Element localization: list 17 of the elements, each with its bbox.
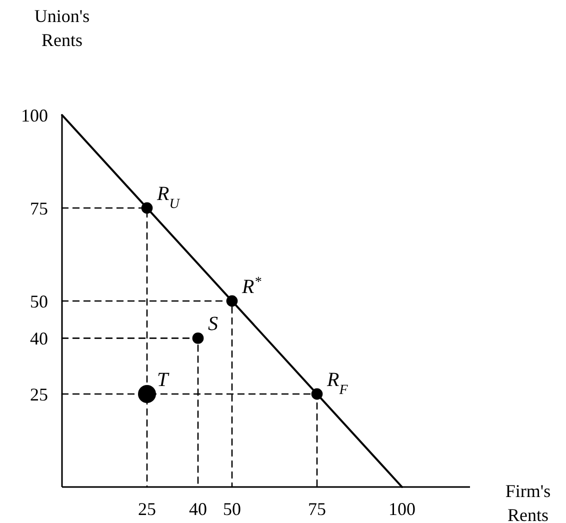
annotation: R$^{*}$ — [241, 274, 262, 298]
annotation: S — [208, 313, 218, 336]
y-tick-label: 40 — [30, 328, 48, 348]
x-axis-title: Firm's Rents — [505, 481, 551, 523]
y-tick-label: 50 — [30, 291, 48, 312]
annotation: R$_{F}$ — [326, 369, 348, 398]
annotation: T — [157, 369, 170, 391]
y-tick-label: 75 — [30, 198, 48, 218]
y-axis-title: Union's Rents — [34, 6, 90, 50]
annotation: R$_{U}$ — [156, 183, 180, 212]
y-tick-label: 25 — [30, 384, 48, 404]
y-tick-label: 100 — [21, 105, 48, 126]
x-tick-label: 100 — [388, 499, 416, 519]
x-tick-label: 25 — [138, 499, 156, 519]
x-tick-label: 40 — [189, 499, 207, 519]
x-tick-label: 75 — [308, 499, 326, 519]
x-tick-label: 50 — [223, 499, 241, 519]
